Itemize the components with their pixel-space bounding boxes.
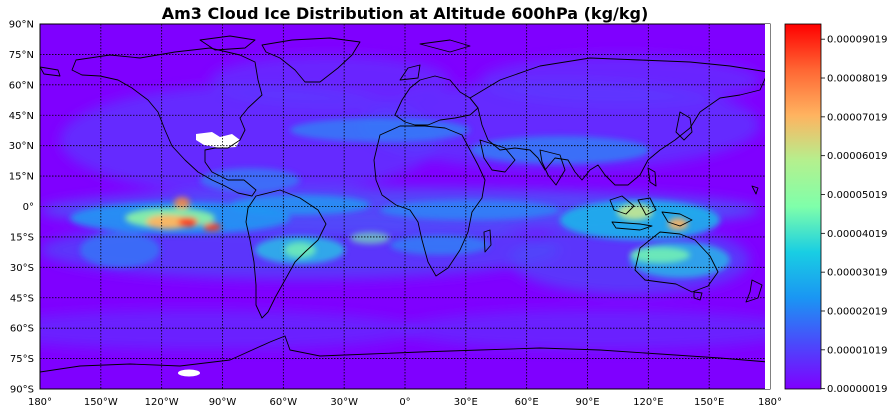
colorbar-tick-label: 0.00006019	[827, 151, 887, 162]
longitude-label: 60°W	[270, 397, 298, 408]
latitude-label: 75°S	[10, 354, 34, 365]
graticule	[40, 24, 770, 389]
longitude-labels: 180° 150°W 120°W 90°W 60°W 30°W 0° 30°E 60°E 90°E…	[28, 397, 782, 408]
latitude-label: 30°S	[10, 263, 34, 274]
colorbar-tick-label: 0.00009019	[827, 35, 887, 46]
latitude-label: 15°S	[10, 232, 34, 243]
latitude-label: 15°N	[9, 172, 34, 183]
colorbar	[784, 23, 822, 390]
cloud-ice-peaks	[125, 197, 690, 263]
cloud-ice-mid	[70, 118, 730, 278]
longitude-label: 150°W	[84, 397, 118, 408]
missing-data-patch-south	[178, 369, 200, 377]
missing-data-patch	[196, 132, 240, 148]
longitude-label: 30°W	[330, 397, 358, 408]
longitude-label: 90°W	[209, 397, 237, 408]
coastlines	[40, 35, 769, 389]
longitude-label: 120°W	[145, 397, 179, 408]
longitude-label: 0°	[399, 397, 410, 408]
colorbar-tick-label: 0.00002019	[827, 306, 887, 317]
longitude-label: 180°	[28, 397, 52, 408]
longitude-label: 30°E	[454, 397, 478, 408]
colorbar-tick-label: 0.00000019	[827, 384, 887, 395]
latitude-label: 45°S	[10, 293, 34, 304]
map-edge-strip	[765, 24, 770, 389]
latitude-label: 0°	[23, 202, 34, 213]
latitude-label: 90°S	[10, 385, 34, 396]
latitude-label: 45°N	[9, 111, 34, 122]
colorbar-tick-label: 0.00005019	[827, 190, 887, 201]
longitude-label: 120°E	[633, 397, 663, 408]
colorbar-tick-label: 0.00008019	[827, 74, 887, 85]
latitude-label: 90°N	[9, 20, 34, 31]
longitude-label: 60°E	[515, 397, 539, 408]
colorbar-tick-label: 0.00003019	[827, 268, 887, 279]
latitude-label: 60°S	[10, 324, 34, 335]
colorbar-tick-label: 0.00004019	[827, 229, 887, 240]
colorbar-tick-label: 0.00001019	[827, 345, 887, 356]
latitude-label: 30°N	[9, 141, 34, 152]
map-title: Am3 Cloud Ice Distribution at Altitude 6…	[161, 4, 649, 23]
longitude-label: 90°E	[575, 397, 599, 408]
latitude-label: 75°N	[9, 50, 34, 61]
longitude-label: 150°E	[694, 397, 724, 408]
latitude-labels: 90°N 75°N 60°N 45°N 30°N 15°N 0° 15°S 30°S 45°S 60…	[9, 20, 34, 396]
colorbar-ticks: 0.00009019 0.00008019 0.00007019 0.00006019…	[821, 35, 887, 395]
longitude-label: 180°	[758, 397, 782, 408]
colorbar-tick-label: 0.00007019	[827, 112, 887, 123]
latitude-label: 60°N	[9, 80, 34, 91]
